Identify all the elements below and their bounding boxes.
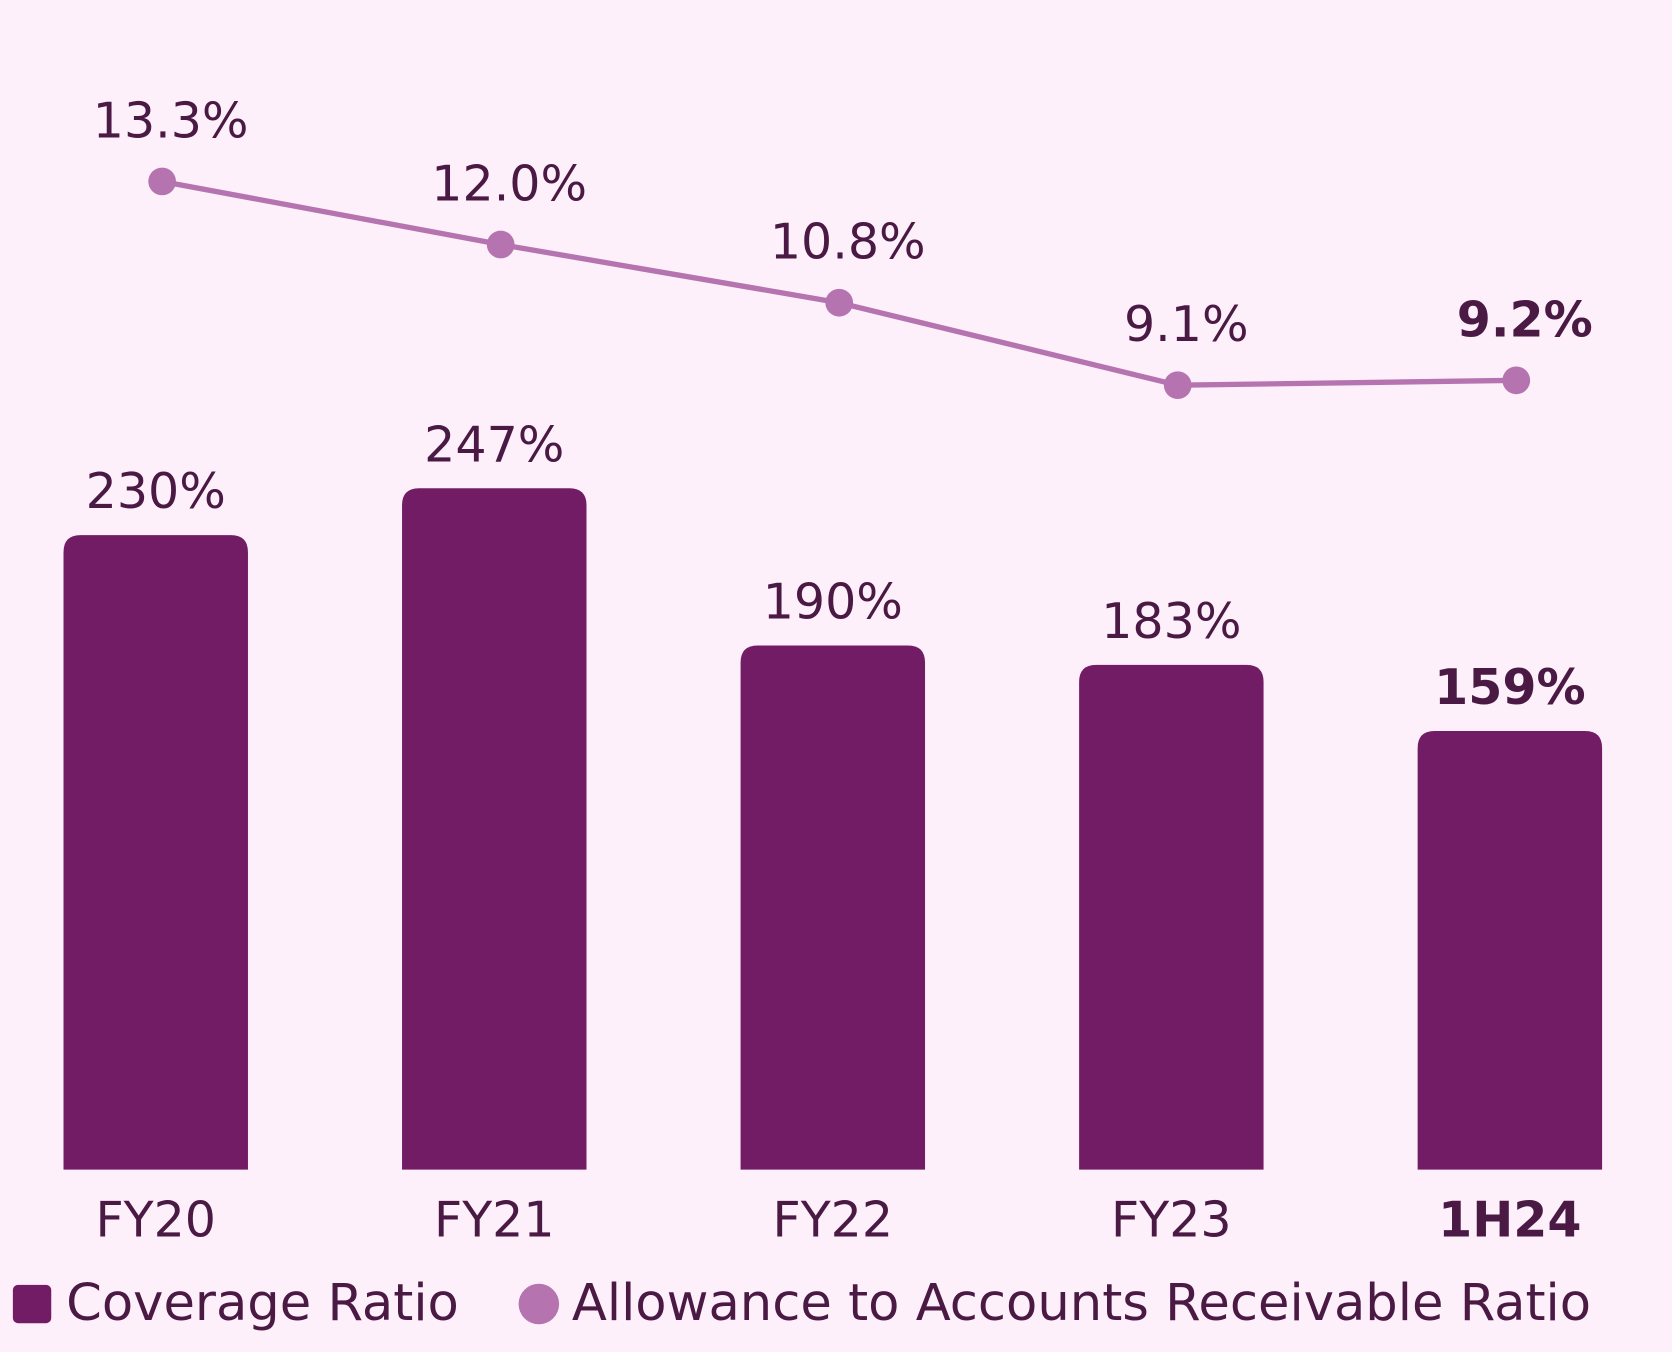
data-label: 12.0% bbox=[431, 154, 587, 212]
data-label: 190% bbox=[763, 573, 903, 631]
x-tick-label: FY23 bbox=[1111, 1190, 1232, 1248]
data-label: 10.8% bbox=[770, 213, 926, 271]
data-label: 13.3% bbox=[93, 91, 249, 149]
x-tick-label: FY21 bbox=[434, 1190, 555, 1248]
legend-swatch bbox=[12, 1284, 52, 1324]
x-tick-label: 1H24 bbox=[1438, 1190, 1581, 1248]
legend-label: Coverage Ratio bbox=[66, 1274, 459, 1333]
bar bbox=[63, 535, 248, 1170]
line-point bbox=[1163, 371, 1192, 400]
line-point bbox=[1502, 366, 1531, 395]
line-point bbox=[825, 288, 854, 317]
data-label: 230% bbox=[86, 462, 226, 520]
legend-swatch bbox=[518, 1283, 560, 1325]
data-label: 159% bbox=[1434, 658, 1585, 716]
legend-label: Allowance to Accounts Receivable Ratio bbox=[572, 1274, 1591, 1333]
line-point bbox=[148, 167, 176, 196]
data-label: 247% bbox=[424, 415, 564, 473]
bar bbox=[1417, 731, 1603, 1170]
x-tick-label: FY22 bbox=[773, 1190, 894, 1248]
line-point bbox=[486, 230, 515, 259]
data-label: 9.2% bbox=[1457, 290, 1593, 348]
x-tick-label: FY20 bbox=[95, 1190, 216, 1248]
bar bbox=[740, 645, 926, 1170]
data-label: 9.1% bbox=[1124, 295, 1249, 353]
data-label: 183% bbox=[1101, 592, 1241, 650]
bar bbox=[1079, 664, 1264, 1170]
bar bbox=[402, 488, 587, 1170]
